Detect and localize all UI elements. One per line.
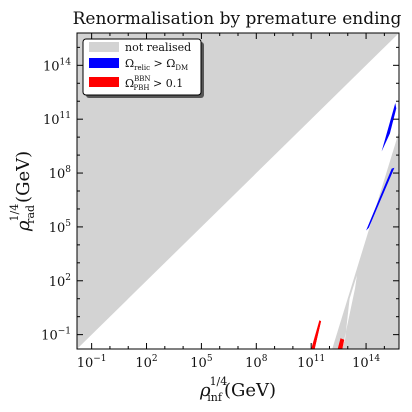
legend-pbh-sub: PBH [134,84,150,92]
y-tick-label-base: 10 [49,167,66,182]
x-axis-label-sub: inf [207,391,223,404]
x-tick-label-exp: 2 [152,354,158,364]
allowed-region-1 [342,275,357,349]
y-tick-label: 1014 [43,57,71,74]
y-axis-label-unit: (GeV) [13,151,34,203]
legend-label-pbh: ΩBBN PBH > 0.1 [125,75,183,92]
y-axis-label-sub: rad [24,205,37,224]
y-tick-label-exp: 11 [60,111,71,121]
legend-relic-dm: DM [175,64,188,72]
legend-relic-gt: > Ω [150,57,175,70]
legend-relic-sub: relic [134,64,150,72]
legend: not realised Ωrelic > ΩDM ΩBBN PBH > 0.1 [82,38,204,98]
y-tick-label-base: 10 [43,113,60,128]
y-tick-label: 108 [49,165,72,182]
x-tick-label: 10−1 [77,354,107,371]
x-axis-label: ρ1/4 inf (GeV) [199,375,276,404]
chart-title: Renormalisation by premature ending [73,9,402,29]
region-not-realised-1 [332,131,399,349]
x-tick-label-exp: 8 [262,354,268,364]
y-axis-label: ρ1/4 rad (GeV) [8,151,37,232]
x-tick-label-base: 10 [77,356,94,371]
x-tick-label: 105 [190,354,213,371]
x-axis-ticks: 10−1 102 105 108 1011 1014 [77,33,385,371]
x-tick-label: 108 [245,354,268,371]
legend-pbh-val: > 0.1 [150,77,184,90]
legend-label-relic: Ωrelic > ΩDM [125,57,188,72]
y-tick-label: 102 [49,273,71,290]
legend-swatch-not-realised [89,42,119,52]
y-axis-label-sup: 1/4 [8,204,21,222]
y-tick-label-base: 10 [49,275,66,290]
legend-swatch-relic [89,58,119,68]
x-tick-label-base: 10 [190,356,207,371]
y-tick-label-base: 10 [43,59,60,74]
x-tick-label-base: 10 [135,356,152,371]
legend-swatch-pbh [89,77,119,87]
plot-regions [77,33,399,349]
x-tick-label-base: 10 [297,356,314,371]
y-tick-label-exp: 2 [65,273,71,283]
legend-label-not-realised: not realised [125,41,191,54]
x-axis-label-sup: 1/4 [210,375,228,388]
y-tick-label: 1011 [43,111,71,128]
x-tick-label-base: 10 [245,356,262,371]
y-tick-label-base: 10 [49,221,66,236]
y-tick-label-exp: 14 [60,57,72,67]
region--relic-dm-0 [366,167,395,231]
y-tick-label: 105 [49,219,72,236]
x-tick-label-exp: 11 [314,354,325,364]
x-tick-label-exp: 5 [207,354,213,364]
x-tick-label-exp: 14 [369,354,381,364]
legend-pbh-omega: Ω [125,77,134,90]
x-tick-label-exp: −1 [93,354,106,364]
x-tick-label-base: 10 [352,356,369,371]
legend-relic-omega: Ω [125,57,134,70]
y-tick-label-base: 10 [41,329,58,344]
y-tick-label: 10−1 [41,327,71,344]
y-tick-label-exp: 5 [65,219,71,229]
region--pbh-bbn-0-1-0 [311,320,322,349]
x-axis-label-unit: (GeV) [224,380,276,401]
allowed-region-0 [314,232,367,349]
y-tick-label-exp: 8 [65,165,71,175]
y-axis-label-base: ρ [13,220,34,232]
region--pbh-bbn-0-1-1 [337,338,345,349]
region--relic-dm-1 [381,103,397,152]
x-axis-label-base: ρ [199,380,211,401]
legend-pbh-sup: BBN [134,75,150,83]
x-tick-label: 1011 [297,354,325,371]
x-tick-label: 1014 [352,354,380,371]
y-tick-label-exp: −1 [58,327,71,337]
region-not-realised-0 [77,33,399,349]
x-tick-label: 102 [135,354,157,371]
